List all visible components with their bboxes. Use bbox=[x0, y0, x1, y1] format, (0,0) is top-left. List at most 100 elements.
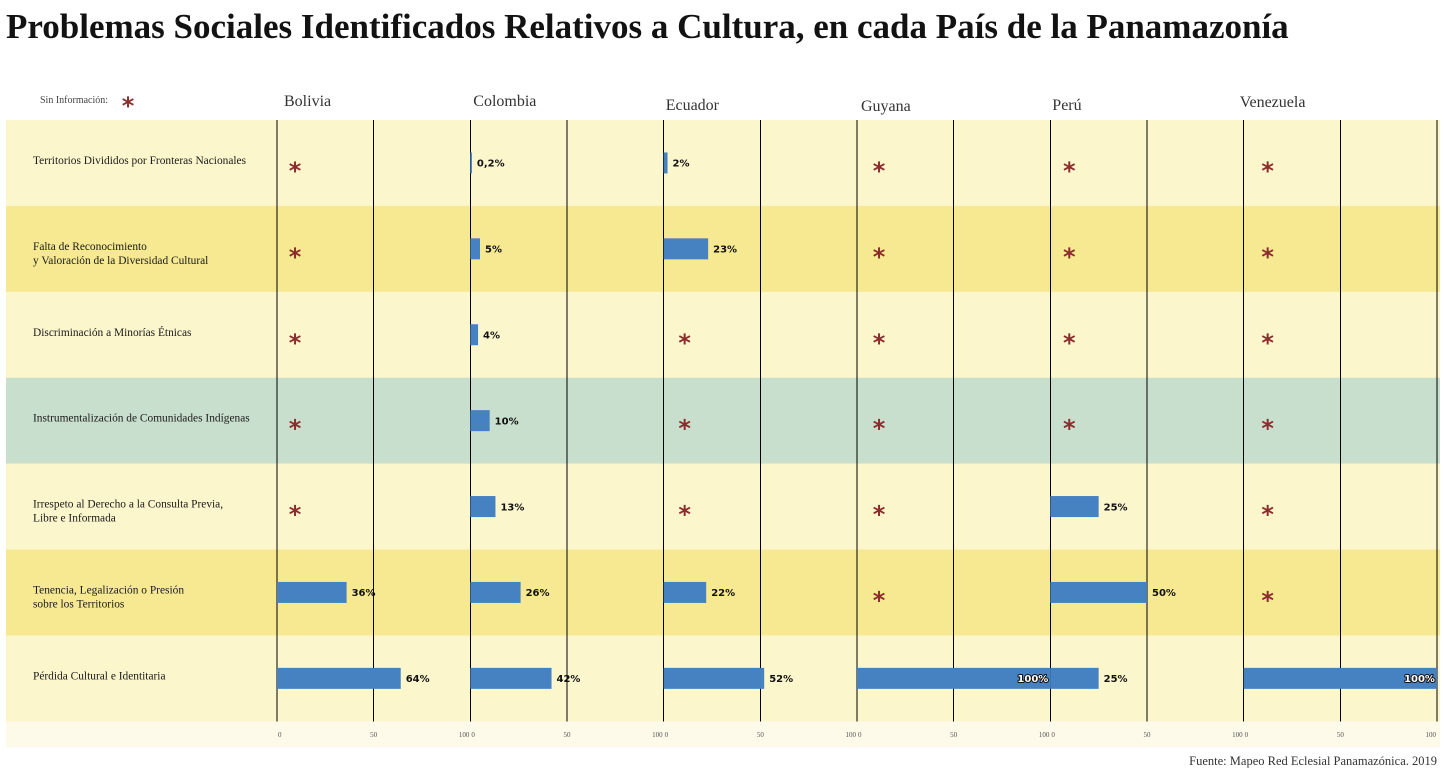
missing-data-marker: * bbox=[289, 157, 302, 185]
bar-value-label: 0,2% bbox=[477, 159, 505, 170]
missing-data-marker: * bbox=[873, 415, 886, 443]
row-band bbox=[6, 377, 1440, 465]
row-band bbox=[6, 205, 1440, 293]
row-label-line: Irrespeto al Derecho a la Consulta Previ… bbox=[33, 499, 223, 511]
row-label: Pérdida Cultural e Identitaria bbox=[33, 670, 166, 682]
missing-data-marker: * bbox=[678, 501, 691, 529]
panel-header: Perú bbox=[1052, 97, 1081, 114]
bar-value-label: 13% bbox=[500, 502, 524, 513]
bar bbox=[470, 410, 490, 432]
row-label-line: y Valoración de la Diversidad Cultural bbox=[33, 255, 208, 267]
missing-data-markers: * * * * * * * * * * * * * * * * * * * * * * * * bbox=[289, 157, 1275, 615]
x-tick-label: 100 bbox=[459, 731, 470, 739]
missing-data-marker: * bbox=[678, 329, 691, 357]
bar bbox=[663, 581, 707, 603]
row-label-line: Instrumentalización de Comunidades Indíg… bbox=[33, 413, 250, 425]
gridlines bbox=[276, 120, 1438, 722]
bar bbox=[470, 152, 472, 174]
missing-data-marker: * bbox=[678, 415, 691, 443]
bar bbox=[663, 152, 668, 174]
bar bbox=[277, 581, 347, 603]
missing-data-marker: * bbox=[873, 501, 886, 529]
bar-value-label: 25% bbox=[1104, 502, 1128, 513]
x-tick-label: 50 bbox=[950, 731, 958, 739]
bar-value-label: 50% bbox=[1152, 588, 1176, 599]
bar-value-label: 10% bbox=[495, 416, 519, 427]
x-tick-label: 100 bbox=[1425, 731, 1436, 739]
panel-headers: Bolivia Colombia Ecuador Guyana Perú Venezuel… bbox=[284, 93, 1305, 115]
bar bbox=[663, 238, 709, 260]
missing-data-marker: * bbox=[1261, 587, 1274, 615]
bar bbox=[470, 324, 479, 346]
x-tick-label: 100 bbox=[845, 731, 856, 739]
bar-value-label: 100% bbox=[1017, 674, 1048, 685]
row-label-line: Pérdida Cultural e Identitaria bbox=[33, 670, 166, 682]
missing-data-marker: * bbox=[873, 587, 886, 615]
x-axis-strip bbox=[6, 721, 1440, 748]
bar-value-label: 52% bbox=[769, 674, 793, 685]
x-axis-ticks: 0 50 100 0 50 100 0 50 100 0 50 100 0 50 100 0 50 100 bbox=[278, 731, 1436, 739]
legend-label: Sin Información: bbox=[40, 95, 108, 106]
bar bbox=[470, 581, 521, 603]
bar bbox=[1050, 496, 1099, 518]
bar-value-label: 36% bbox=[352, 588, 376, 599]
panel-header: Venezuela bbox=[1240, 94, 1306, 111]
missing-data-marker: * bbox=[1261, 501, 1274, 529]
missing-data-marker: * bbox=[1063, 415, 1076, 443]
missing-data-marker: * bbox=[873, 157, 886, 185]
missing-data-marker: * bbox=[289, 329, 302, 357]
bar-value-label: 42% bbox=[557, 674, 581, 685]
x-tick-label: 50 bbox=[370, 731, 378, 739]
bar-value-label: 5% bbox=[485, 245, 502, 256]
missing-data-marker: * bbox=[289, 243, 302, 271]
panel-header: Ecuador bbox=[666, 97, 720, 114]
panel-header: Colombia bbox=[473, 93, 536, 110]
bar-value-labels: 36% 64% 0,2% 5% 4% 10% 13% 26% 42% 2% 23% 22% 52% 100… bbox=[352, 159, 1436, 686]
bar bbox=[277, 667, 401, 689]
missing-data-marker: * bbox=[1063, 329, 1076, 357]
missing-data-marker: * bbox=[873, 329, 886, 357]
bar-value-label: 64% bbox=[406, 674, 430, 685]
missing-data-marker: * bbox=[1063, 157, 1076, 185]
row-band bbox=[6, 291, 1440, 379]
x-tick-label: 50 bbox=[564, 731, 572, 739]
bar-value-label: 23% bbox=[713, 245, 737, 256]
row-label: Territorios Divididos por Fronteras Naci… bbox=[33, 155, 247, 167]
row-band bbox=[6, 549, 1440, 636]
bar bbox=[1243, 667, 1437, 689]
bar-value-label: 22% bbox=[711, 588, 735, 599]
bar-value-label: 26% bbox=[526, 588, 550, 599]
row-label-line: Territorios Divididos por Fronteras Naci… bbox=[33, 155, 247, 167]
x-tick-label: 0 bbox=[858, 731, 862, 739]
missing-data-marker: * bbox=[289, 415, 302, 443]
source-note: Fuente: Mapeo Red Eclesial Panamazónica.… bbox=[1189, 754, 1437, 768]
row-label-line: Tenencia, Legalización o Presión bbox=[33, 585, 184, 597]
row-label-line: Discriminación a Minorías Étnicas bbox=[33, 327, 192, 339]
missing-data-marker: * bbox=[289, 501, 302, 529]
x-tick-label: 0 bbox=[1051, 731, 1055, 739]
x-tick-label: 100 bbox=[652, 731, 663, 739]
legend: Sin Información: * bbox=[40, 92, 135, 120]
row-label-line: sobre los Territorios bbox=[33, 599, 125, 611]
bar bbox=[470, 496, 496, 518]
x-tick-label: 100 bbox=[1232, 731, 1243, 739]
bar bbox=[470, 667, 552, 689]
legend-missing-marker: * bbox=[122, 92, 135, 120]
row-label-line: Libre e Informada bbox=[33, 513, 116, 525]
bar-value-label: 4% bbox=[483, 330, 500, 341]
bars bbox=[277, 152, 1437, 689]
missing-data-marker: * bbox=[1261, 415, 1274, 443]
bar-value-label: 100% bbox=[1404, 674, 1435, 685]
bar bbox=[1050, 581, 1147, 603]
x-tick-label: 50 bbox=[1337, 731, 1345, 739]
x-tick-label: 50 bbox=[757, 731, 765, 739]
panel-header: Bolivia bbox=[284, 93, 331, 110]
missing-data-marker: * bbox=[1261, 157, 1274, 185]
x-tick-label: 0 bbox=[665, 731, 669, 739]
chart-title: Problemas Sociales Identificados Relativ… bbox=[6, 7, 1289, 46]
bar-value-label: 25% bbox=[1104, 674, 1128, 685]
row-label: Discriminación a Minorías Étnicas bbox=[33, 327, 192, 339]
x-tick-label: 50 bbox=[1143, 731, 1151, 739]
x-tick-label: 100 bbox=[1039, 731, 1050, 739]
